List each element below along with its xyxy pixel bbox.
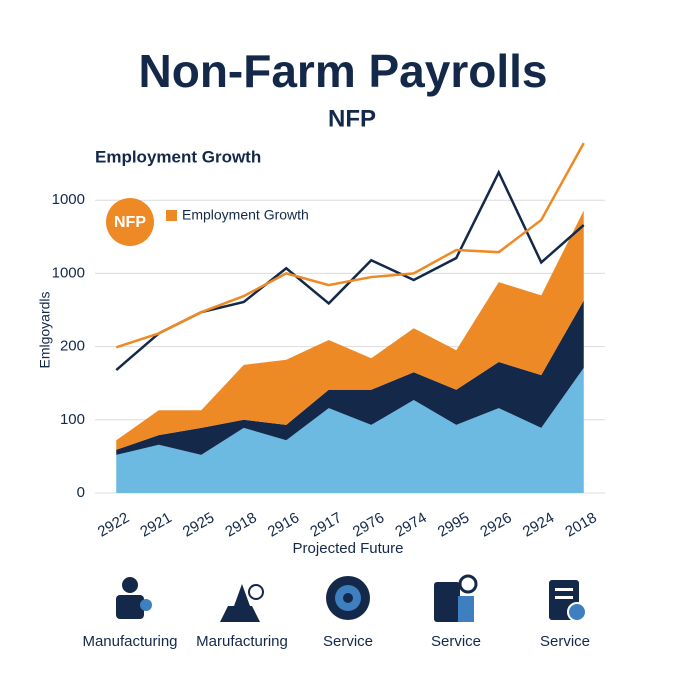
icon-label: Marufacturing bbox=[196, 633, 288, 650]
icon bbox=[434, 574, 478, 622]
y-tick-label: 100 bbox=[60, 411, 85, 428]
icon bbox=[549, 580, 587, 622]
icon-part bbox=[116, 595, 144, 619]
icon-label: Manufacturing bbox=[82, 633, 177, 650]
y-tick-label: 1000 bbox=[52, 191, 85, 208]
icon-part bbox=[434, 582, 460, 622]
icon-part bbox=[220, 606, 260, 622]
chart-subtitle: NFP bbox=[328, 105, 376, 132]
line bbox=[115, 142, 585, 349]
icon-part bbox=[555, 588, 573, 591]
icon-part bbox=[234, 584, 250, 606]
y-tick-label: 1000 bbox=[52, 264, 85, 281]
icon-part bbox=[122, 577, 138, 593]
area bbox=[116, 210, 584, 450]
icon-label: Service bbox=[540, 633, 590, 650]
legend-badge-text: NFP bbox=[114, 214, 146, 231]
x-axis-label: Projected Future bbox=[293, 540, 404, 557]
icon-label: Service bbox=[323, 633, 373, 650]
y-axis-label: Emlgoyardls bbox=[37, 291, 53, 368]
icon bbox=[326, 576, 370, 620]
icon-part bbox=[567, 602, 587, 622]
icon-part bbox=[555, 596, 573, 599]
legend-badge bbox=[106, 198, 154, 246]
icon-part bbox=[343, 593, 353, 603]
area bbox=[116, 367, 584, 493]
y-tick-label: 0 bbox=[77, 484, 85, 501]
icon-part bbox=[248, 584, 264, 600]
icon-part bbox=[140, 599, 152, 611]
area bbox=[116, 300, 584, 455]
icon-label: Service bbox=[431, 633, 481, 650]
icon-part bbox=[458, 574, 478, 594]
chart-title: Non-Farm Payrolls bbox=[139, 45, 548, 97]
y-tick-label: 200 bbox=[60, 338, 85, 355]
icon-part bbox=[458, 596, 474, 622]
legend-label: Employment Growth bbox=[182, 207, 309, 223]
icon bbox=[220, 584, 264, 622]
icon bbox=[116, 577, 152, 619]
chart-heading: Employment Growth bbox=[95, 147, 261, 166]
legend-swatch bbox=[166, 210, 177, 221]
